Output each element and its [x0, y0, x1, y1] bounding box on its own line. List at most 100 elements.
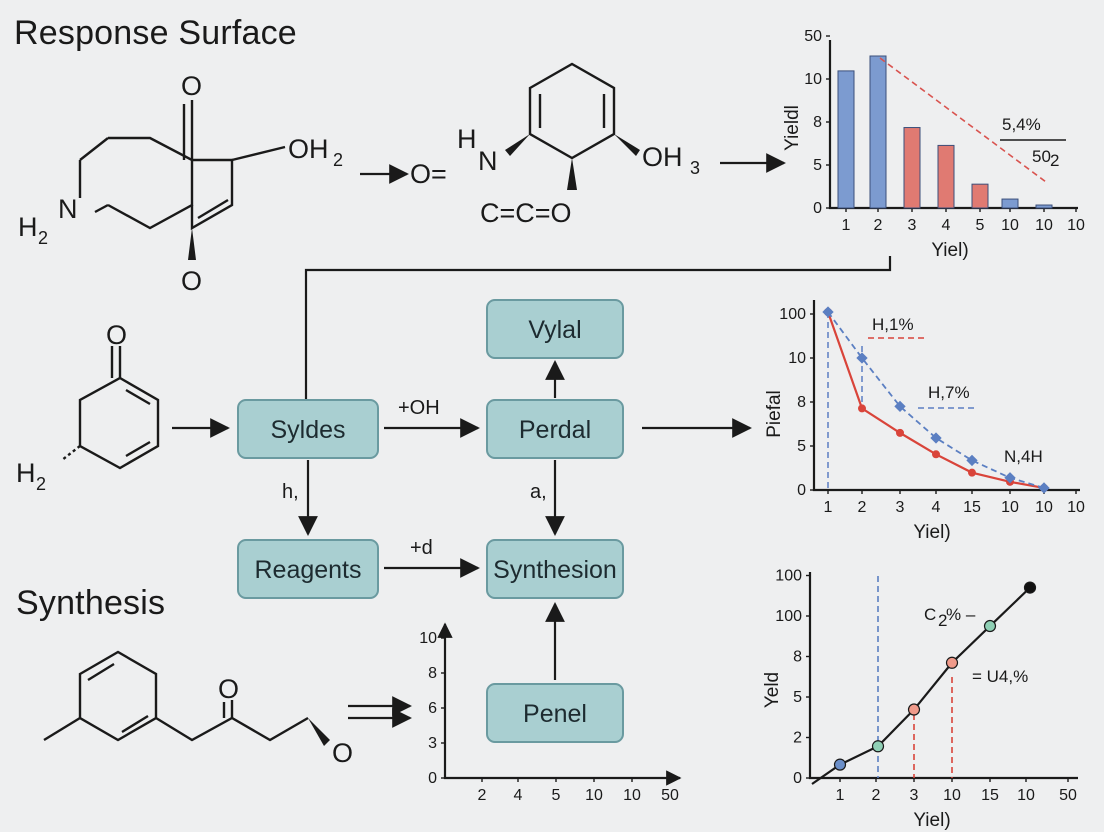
chart1-bar-1 — [869, 55, 887, 209]
box-synthesion[interactable]: Synthesion — [486, 539, 624, 599]
chart2-y-tick-2: 8 — [797, 394, 806, 411]
chart3-x-tick-4: 15 — [981, 787, 999, 804]
chart2-series-1-point-2 — [894, 400, 906, 413]
chart3-point-0 — [833, 758, 847, 771]
molecule-3: O H 2 — [16, 320, 160, 494]
m1-oh-subscript: 2 — [333, 150, 343, 170]
chart1-trend-line — [879, 57, 1047, 183]
chart2-x-tick-6: 10 — [1035, 499, 1053, 516]
chart4-x-tick-0: 2 — [478, 787, 487, 804]
m2-n-label: N — [478, 146, 498, 176]
chart3-x-tick-6: 50 — [1059, 787, 1077, 804]
molecule-1: O OH 2 N H 2 O — [18, 71, 343, 296]
title-response-surface: Response Surface — [14, 14, 297, 52]
box-syldes[interactable]: Syldes — [237, 399, 379, 459]
m3-oxygen: O — [106, 320, 127, 350]
svg-text:Penel: Penel — [523, 700, 587, 728]
chart3-annotation-c: C — [924, 605, 936, 624]
chart1-x-tick-3: 4 — [942, 217, 951, 234]
box-vylal[interactable]: Vylal — [486, 299, 624, 359]
chart2-series-1-point-3 — [930, 432, 942, 444]
chart4-y-tick-3: 8 — [428, 665, 437, 682]
box-penel[interactable]: Penel — [486, 683, 624, 743]
chart2-series-0-point-3 — [932, 450, 940, 459]
chart2-y-tick-3: 10 — [788, 350, 806, 367]
edge-label-h: h, — [282, 481, 299, 503]
chart1-y-tick-0: 0 — [813, 200, 822, 217]
chart1-y-tick-3: 10 — [804, 71, 822, 88]
chart1-x-tick-2: 3 — [908, 217, 917, 234]
edge-label-a: a, — [530, 481, 547, 503]
chart2-x-tick-3: 4 — [932, 499, 941, 516]
chart2-x-tick-5: 10 — [1001, 499, 1019, 516]
chart4-x-tick-1: 4 — [514, 787, 523, 804]
chart1-bar-6 — [1035, 204, 1053, 209]
chart2-series-0-point-4 — [968, 468, 976, 477]
chart4-x-tick-5: 50 — [661, 787, 679, 804]
chart3-x-tick-1: 2 — [872, 787, 881, 804]
chart2-y-tick-0: 0 — [797, 482, 806, 499]
chart1-bar-0 — [837, 70, 855, 209]
m1-nitrogen: N — [58, 194, 78, 224]
chart3-point-5 — [1023, 581, 1037, 594]
m4-oxygen-right: O — [332, 738, 353, 768]
chart1-annotation-3: 2 — [1050, 151, 1059, 170]
box-reagents[interactable]: Reagents — [237, 539, 379, 599]
chart4-y-tick-4: 10 — [419, 630, 437, 647]
chart2-ylabel: Piefal — [764, 390, 785, 438]
chart1-bar-5 — [1001, 198, 1019, 209]
chart3-x-tick-2: 3 — [910, 787, 919, 804]
chart1-y-tick-2: 8 — [813, 114, 822, 131]
chart2-x-tick-2: 3 — [896, 499, 905, 516]
chart2-xlabel: Yiel) — [913, 522, 950, 543]
svg-text:Reagents: Reagents — [254, 556, 361, 584]
chart3-annotation-pct: % – — [946, 605, 976, 624]
m1-oh-label: OH — [288, 134, 329, 164]
m2-oh-subscript: 3 — [690, 158, 700, 178]
chart3-ylabel: Yeld — [762, 672, 783, 708]
chart2-series-1-point-4 — [966, 454, 978, 467]
chart3-xlabel: Yiel) — [913, 810, 950, 831]
chart2-series-1-point-6 — [1038, 482, 1050, 494]
chart2-annotation-1: H,1% — [872, 315, 914, 334]
m4-oxygen-top: O — [218, 674, 239, 704]
chart4-y-tick-2: 6 — [428, 700, 437, 717]
m2-h-label: H — [457, 124, 477, 154]
chart2-series-0-point-1 — [858, 404, 866, 413]
m1-oxygen-top: O — [181, 71, 202, 101]
reagent-label: O= — [410, 159, 447, 189]
svg-text:Synthesion: Synthesion — [493, 556, 617, 584]
chart3-y-tick-1: 2 — [793, 730, 802, 747]
chart3-point-2 — [907, 703, 921, 716]
chart1-bar-3 — [937, 144, 955, 209]
chart2-series-1-point-1 — [856, 352, 868, 364]
chart3-axes — [808, 572, 1078, 780]
chart3-point-4 — [983, 619, 997, 633]
box-perdal[interactable]: Perdal — [486, 399, 624, 459]
chart1-bar-2 — [903, 127, 921, 209]
chart2-y-tick-4: 100 — [779, 306, 806, 323]
chart1-x-tick-1: 2 — [874, 217, 883, 234]
chart1-xlabel: Yiel) — [931, 240, 968, 261]
m1-oxygen-bottom: O — [181, 266, 202, 296]
chart1-x-tick-7: 10 — [1067, 217, 1085, 234]
molecule-2: H N OH 3 C=C=O — [457, 62, 700, 228]
chart1-x-tick-5: 10 — [1001, 217, 1019, 234]
chart4-y-tick-1: 3 — [428, 735, 437, 752]
chart1-x-tick-4: 5 — [976, 217, 985, 234]
connector-syldes-to-top-chart — [304, 256, 892, 400]
chart3-y-tick-4: 100 — [775, 608, 802, 625]
svg-text:Perdal: Perdal — [519, 416, 591, 444]
chart3-point-3 — [945, 656, 959, 669]
chart3-annotation-sub: 2 — [938, 611, 947, 630]
chart1-x-tick-0: 1 — [842, 217, 851, 234]
chart3-x-tick-3: 10 — [943, 787, 961, 804]
edge-label-plus-oh: +OH — [398, 397, 440, 419]
chart4-x-tick-4: 10 — [623, 787, 641, 804]
m3-h-subscript: 2 — [36, 474, 46, 494]
edge-label-plus-d: +d — [410, 537, 433, 559]
m1-h-subscript: 2 — [38, 228, 48, 248]
chart2-y-tick-1: 5 — [797, 438, 806, 455]
chart4-x-tick-3: 10 — [585, 787, 603, 804]
chart3-y-tick-5: 100 — [775, 568, 802, 585]
